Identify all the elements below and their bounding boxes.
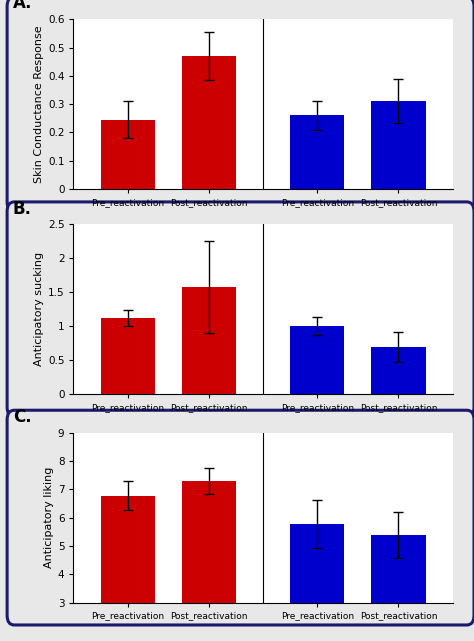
- Bar: [290, 115, 344, 189]
- Text: Placebo: Placebo: [336, 237, 380, 247]
- Bar: [290, 524, 344, 603]
- Text: Ketamine: Ketamine: [142, 237, 195, 247]
- Y-axis label: Anticipatory sucking: Anticipatory sucking: [34, 252, 44, 367]
- Bar: [182, 481, 236, 603]
- Text: C.: C.: [13, 408, 31, 426]
- Bar: [182, 287, 236, 394]
- Text: A.: A.: [13, 0, 32, 12]
- Bar: [100, 120, 155, 189]
- Bar: [372, 535, 426, 603]
- Bar: [100, 495, 155, 603]
- Text: Placebo: Placebo: [336, 442, 380, 452]
- Bar: [372, 347, 426, 394]
- Y-axis label: Anticipatory liking: Anticipatory liking: [44, 467, 54, 569]
- Y-axis label: Skin Conductance Response: Skin Conductance Response: [34, 26, 44, 183]
- Bar: [290, 326, 344, 394]
- Bar: [100, 318, 155, 394]
- Text: B.: B.: [13, 199, 32, 217]
- Bar: [372, 101, 426, 189]
- Text: Ketamine: Ketamine: [142, 442, 195, 452]
- Bar: [182, 56, 236, 189]
